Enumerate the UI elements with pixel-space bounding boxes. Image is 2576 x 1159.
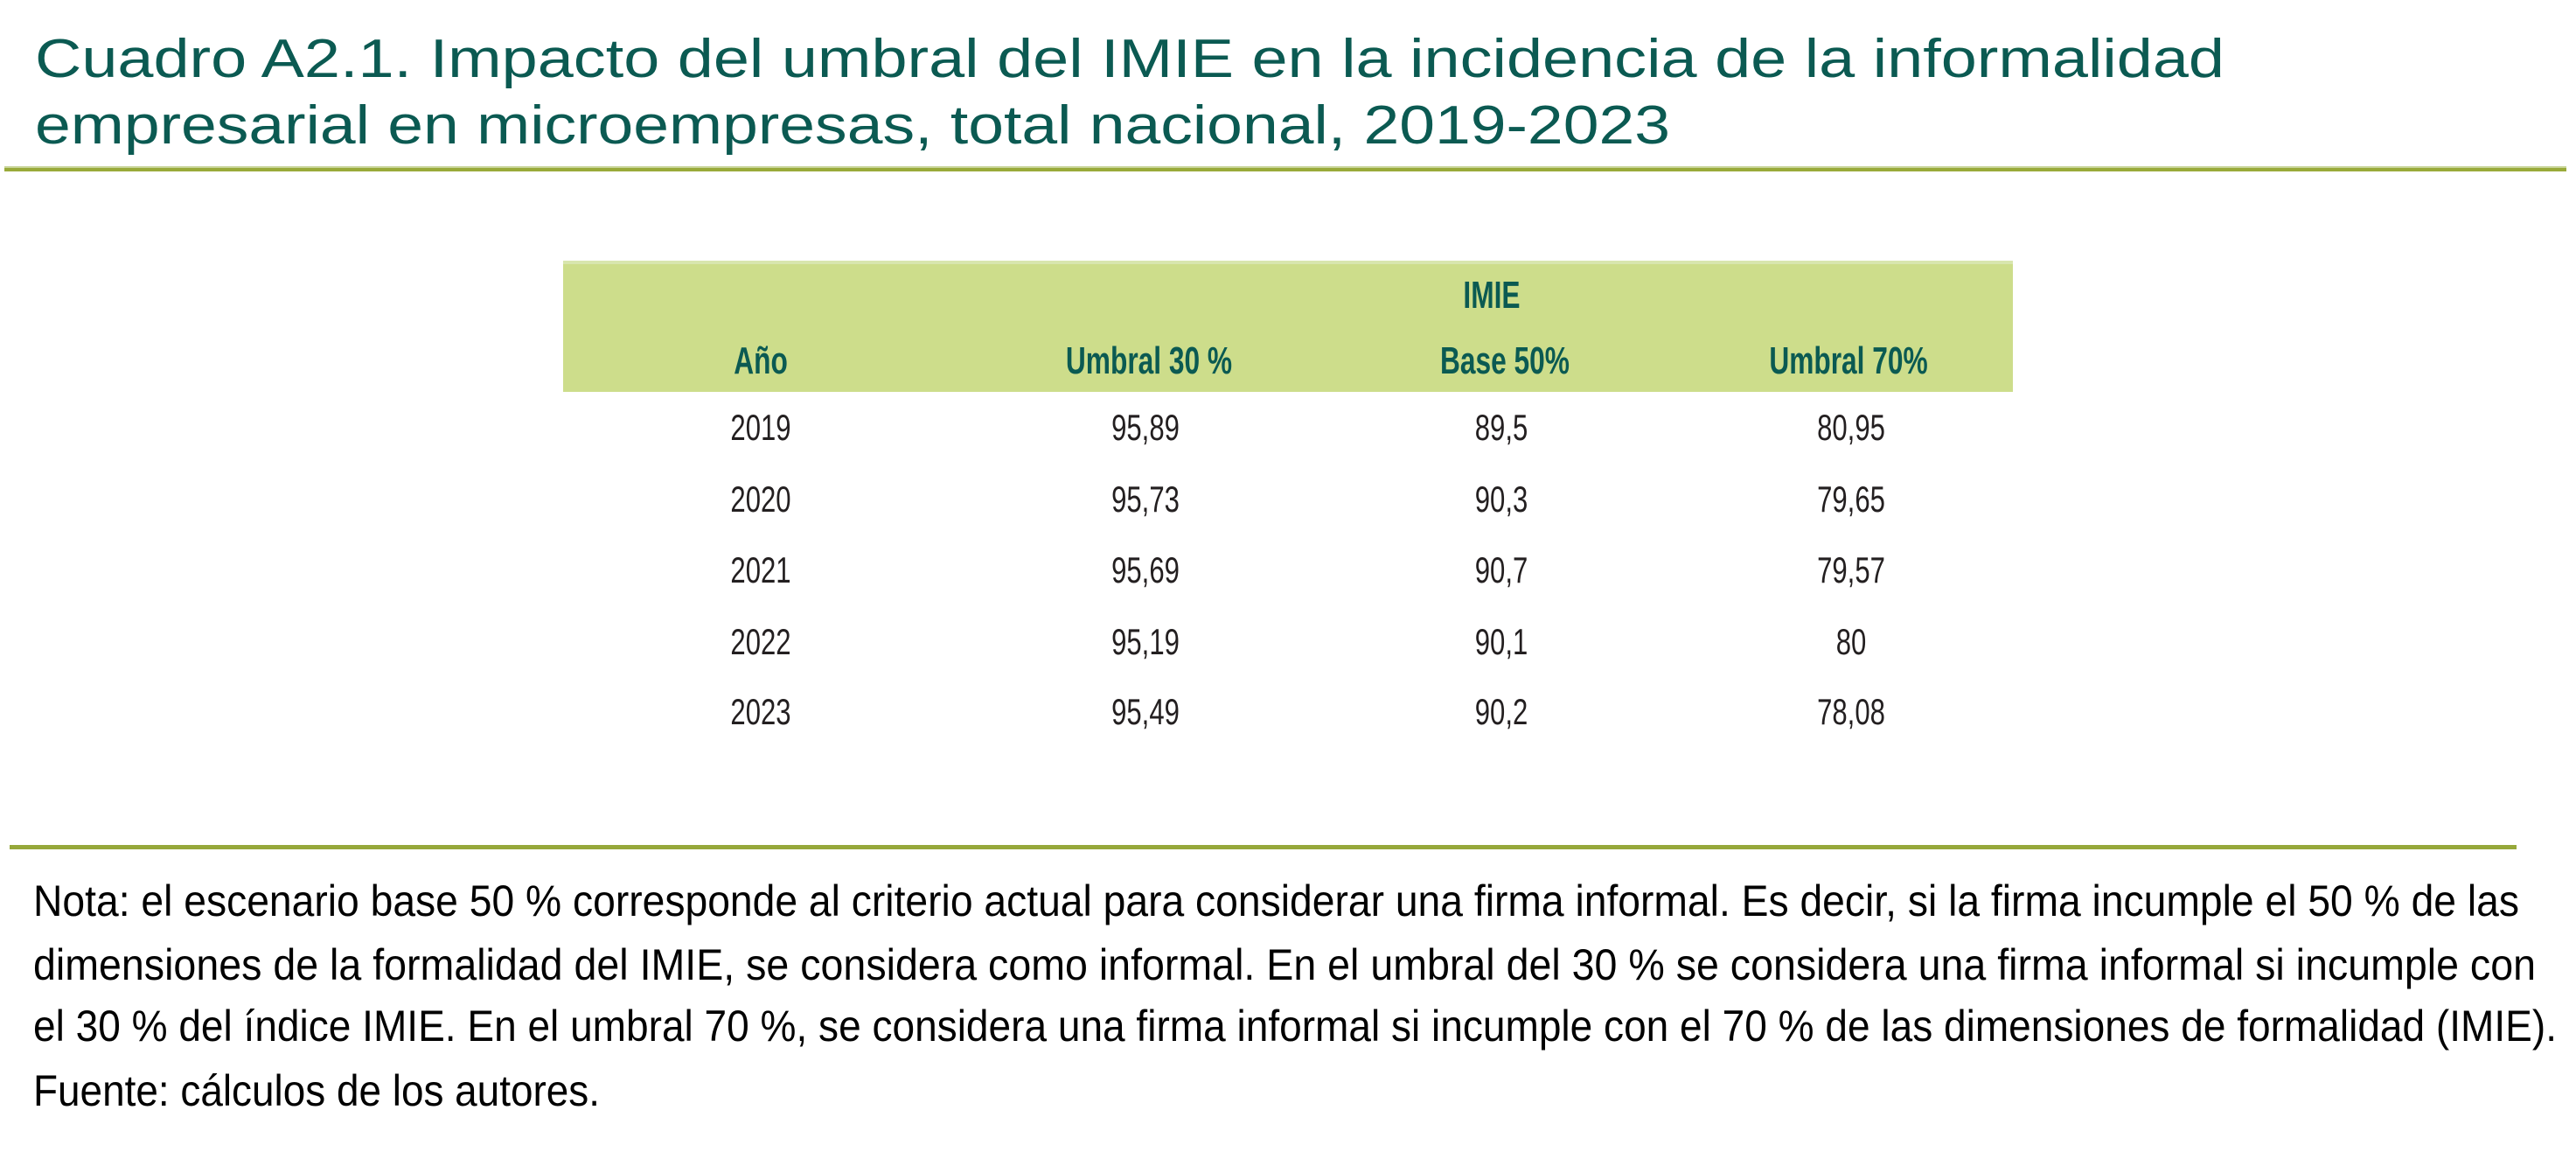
cell-umbral-30: 95,49 — [1111, 691, 1180, 732]
table-header: IMIE Año Umbral 30 % Base 50% Umbral 70% — [563, 261, 2013, 392]
column-header-umbral-70: Umbral 70% — [1769, 339, 1928, 382]
cell-year: 2023 — [730, 691, 791, 732]
table-title-line-1: Cuadro A2.1. Impacto del umbral del IMIE… — [35, 29, 2224, 89]
cell-umbral-70: 78,08 — [1817, 691, 1885, 732]
cell-umbral-30: 95,89 — [1111, 407, 1180, 448]
column-header-base-50: Base 50% — [1440, 339, 1570, 382]
cell-umbral-30: 95,73 — [1111, 478, 1180, 520]
note-divider — [10, 845, 2517, 849]
cell-year: 2022 — [730, 621, 791, 662]
cell-base-50: 90,3 — [1474, 478, 1528, 520]
cell-umbral-70: 80,95 — [1817, 407, 1885, 448]
cell-year: 2019 — [730, 407, 791, 448]
title-divider — [4, 166, 2566, 171]
column-header-umbral-30: Umbral 30 % — [1065, 339, 1233, 382]
cell-base-50: 90,7 — [1474, 549, 1528, 590]
cell-base-50: 90,1 — [1474, 621, 1528, 662]
cell-year: 2020 — [730, 478, 791, 520]
note-line: dimensiones de la formalidad del IMIE, s… — [33, 940, 2536, 989]
data-table: IMIE Año Umbral 30 % Base 50% Umbral 70%… — [563, 261, 2013, 751]
cell-year: 2021 — [730, 549, 791, 590]
cell-base-50: 89,5 — [1474, 407, 1528, 448]
cell-umbral-70: 79,57 — [1817, 549, 1885, 590]
group-header-imie: IMIE — [1463, 274, 1521, 317]
table-title-line-2: empresarial en microempresas, total naci… — [35, 95, 1670, 156]
note-line: Nota: el escenario base 50 % corresponde… — [33, 876, 2519, 925]
column-header-year: Año — [734, 339, 788, 382]
cell-umbral-30: 95,19 — [1111, 621, 1180, 662]
note-line: el 30 % del índice IMIE. En el umbral 70… — [33, 1002, 2557, 1051]
cell-umbral-70: 80 — [1835, 621, 1867, 662]
source-line: Fuente: cálculos de los autores. — [33, 1066, 600, 1115]
cell-umbral-30: 95,69 — [1111, 549, 1180, 590]
cell-base-50: 90,2 — [1474, 691, 1528, 732]
cell-umbral-70: 79,65 — [1817, 478, 1885, 520]
